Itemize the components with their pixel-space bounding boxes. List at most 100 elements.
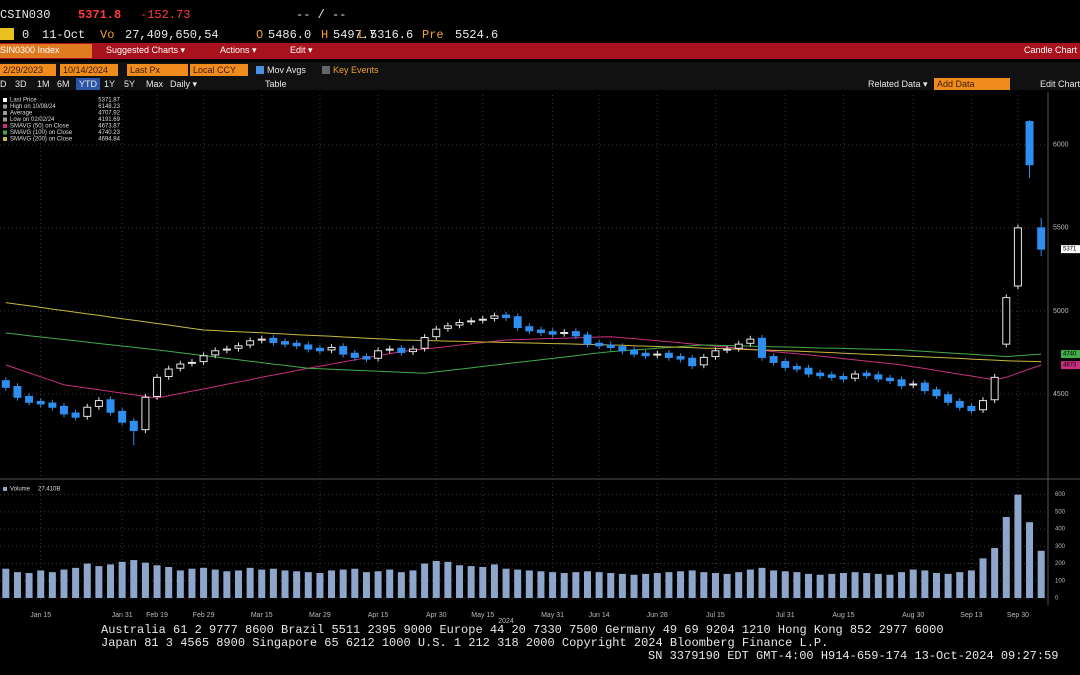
candle-body xyxy=(583,334,592,345)
candle-body xyxy=(1,380,10,388)
x-tick-label: Feb 19 xyxy=(146,612,168,619)
volume-bar xyxy=(618,573,626,598)
candle-body xyxy=(688,357,697,367)
y-tick-label: 5000 xyxy=(1053,308,1069,315)
checkbox[interactable] xyxy=(256,66,264,74)
volume-bar xyxy=(746,569,754,598)
candle-body xyxy=(490,315,499,319)
candle-body xyxy=(804,367,813,375)
x-tick-label: Mar 29 xyxy=(309,612,331,619)
moving-average xyxy=(5,336,1042,399)
footer-line: Australia 61 2 9777 8600 Brazil 5511 239… xyxy=(101,623,944,637)
volume-bar xyxy=(374,571,382,598)
candle-body xyxy=(781,361,790,368)
frequency[interactable]: Daily ▾ xyxy=(170,79,198,89)
volume-bar xyxy=(1002,517,1010,598)
volume-label: Vo xyxy=(100,28,115,42)
y-tick-label: 600 xyxy=(1055,492,1066,498)
volume-bar xyxy=(921,570,929,598)
candle-body xyxy=(187,361,196,364)
period[interactable]: D xyxy=(0,79,7,89)
candle-body xyxy=(36,400,45,405)
volume-bar xyxy=(304,572,312,598)
add-data[interactable]: Add Data xyxy=(934,78,1010,90)
y-tick-label: 6000 xyxy=(1053,142,1069,149)
volume-bar xyxy=(863,573,871,598)
candle-body xyxy=(315,347,324,352)
candle-body xyxy=(176,363,185,369)
period[interactable]: 3D xyxy=(15,79,27,89)
x-tick-label: Feb 29 xyxy=(193,612,215,619)
period[interactable]: 5Y xyxy=(124,79,136,89)
period[interactable]: Max xyxy=(146,79,164,89)
field[interactable]: Last Px xyxy=(127,64,188,76)
y-tick-label: 300 xyxy=(1055,544,1066,550)
price-tag xyxy=(1061,350,1080,359)
prev-label: Pre xyxy=(422,28,444,42)
end-date[interactable]: 10/14/2024 xyxy=(60,64,118,76)
legend-value: 4191.69 xyxy=(98,117,120,123)
menu[interactable]: Edit ▾ xyxy=(290,45,313,55)
start-date[interactable]: 2/29/2023 xyxy=(0,64,56,76)
price-tag-label: 5371 xyxy=(1063,247,1077,253)
mov-avgs[interactable]: Mov Avgs xyxy=(267,65,306,75)
x-tick-label: Jan 31 xyxy=(112,612,133,619)
period[interactable]: 6M xyxy=(57,79,70,89)
edit-chart[interactable]: Edit Chart xyxy=(1040,79,1080,89)
candle-body xyxy=(606,344,615,348)
volume-bar xyxy=(653,573,661,598)
volume-bar xyxy=(886,574,894,598)
volume-bar xyxy=(781,571,789,598)
currency[interactable]: Local CCY xyxy=(190,64,248,76)
legend-value: 6148.23 xyxy=(98,104,120,110)
period-active[interactable]: YTD xyxy=(76,78,100,90)
icon[interactable] xyxy=(0,28,14,40)
candle-body xyxy=(1002,297,1011,345)
toolbar: SIN0300 Index Suggested Charts ▾ Actions… xyxy=(0,43,1080,59)
volume-bar xyxy=(467,566,475,598)
legend-label: Last Price xyxy=(10,98,37,104)
menu[interactable]: Actions ▾ xyxy=(220,45,257,55)
volume-bar xyxy=(909,569,917,598)
period[interactable]: 1Y xyxy=(104,79,116,89)
candle-body xyxy=(909,383,918,386)
volume-bar xyxy=(269,568,277,598)
candle-body xyxy=(350,352,359,358)
change: -152.73 xyxy=(140,8,191,22)
volume-bar xyxy=(711,573,719,598)
candle-body xyxy=(502,314,511,319)
volume-bar xyxy=(258,569,266,598)
chart-type: Candle Chart xyxy=(1024,45,1078,55)
legend-value: 27.410B xyxy=(38,487,60,493)
x-tick-label: Mar 15 xyxy=(251,612,273,619)
last-price: 5371.8 xyxy=(78,8,122,22)
key-events[interactable]: Key Events xyxy=(333,65,379,75)
candle-body xyxy=(129,420,138,431)
volume-bar xyxy=(758,567,766,598)
period[interactable]: 1M xyxy=(37,79,50,89)
candle-body xyxy=(851,373,860,379)
menu[interactable]: Suggested Charts ▾ xyxy=(106,45,186,55)
volume-bar xyxy=(83,563,91,598)
bid-ask: -- / -- xyxy=(296,8,347,22)
candle-body xyxy=(1037,227,1046,250)
volume-bar xyxy=(979,558,987,598)
ticker: CSIN030 xyxy=(0,8,51,22)
checkbox[interactable] xyxy=(322,66,330,74)
volume-bar xyxy=(25,573,33,598)
volume-bar xyxy=(246,567,254,598)
related-data[interactable]: Related Data ▾ xyxy=(868,79,928,89)
volume-bar xyxy=(572,572,580,598)
legend-value: 4694.84 xyxy=(98,137,120,143)
volume-bar xyxy=(537,571,545,598)
low-label: L xyxy=(358,28,366,42)
volume-bar xyxy=(141,562,149,598)
security[interactable]: SIN0300 Index xyxy=(0,44,92,58)
table[interactable]: Table xyxy=(265,79,287,89)
candle-body xyxy=(630,349,639,355)
volume-bar xyxy=(328,570,336,598)
volume-bar xyxy=(560,573,568,598)
volume-bar xyxy=(118,561,126,598)
legend-value: 4707.92 xyxy=(98,111,120,117)
